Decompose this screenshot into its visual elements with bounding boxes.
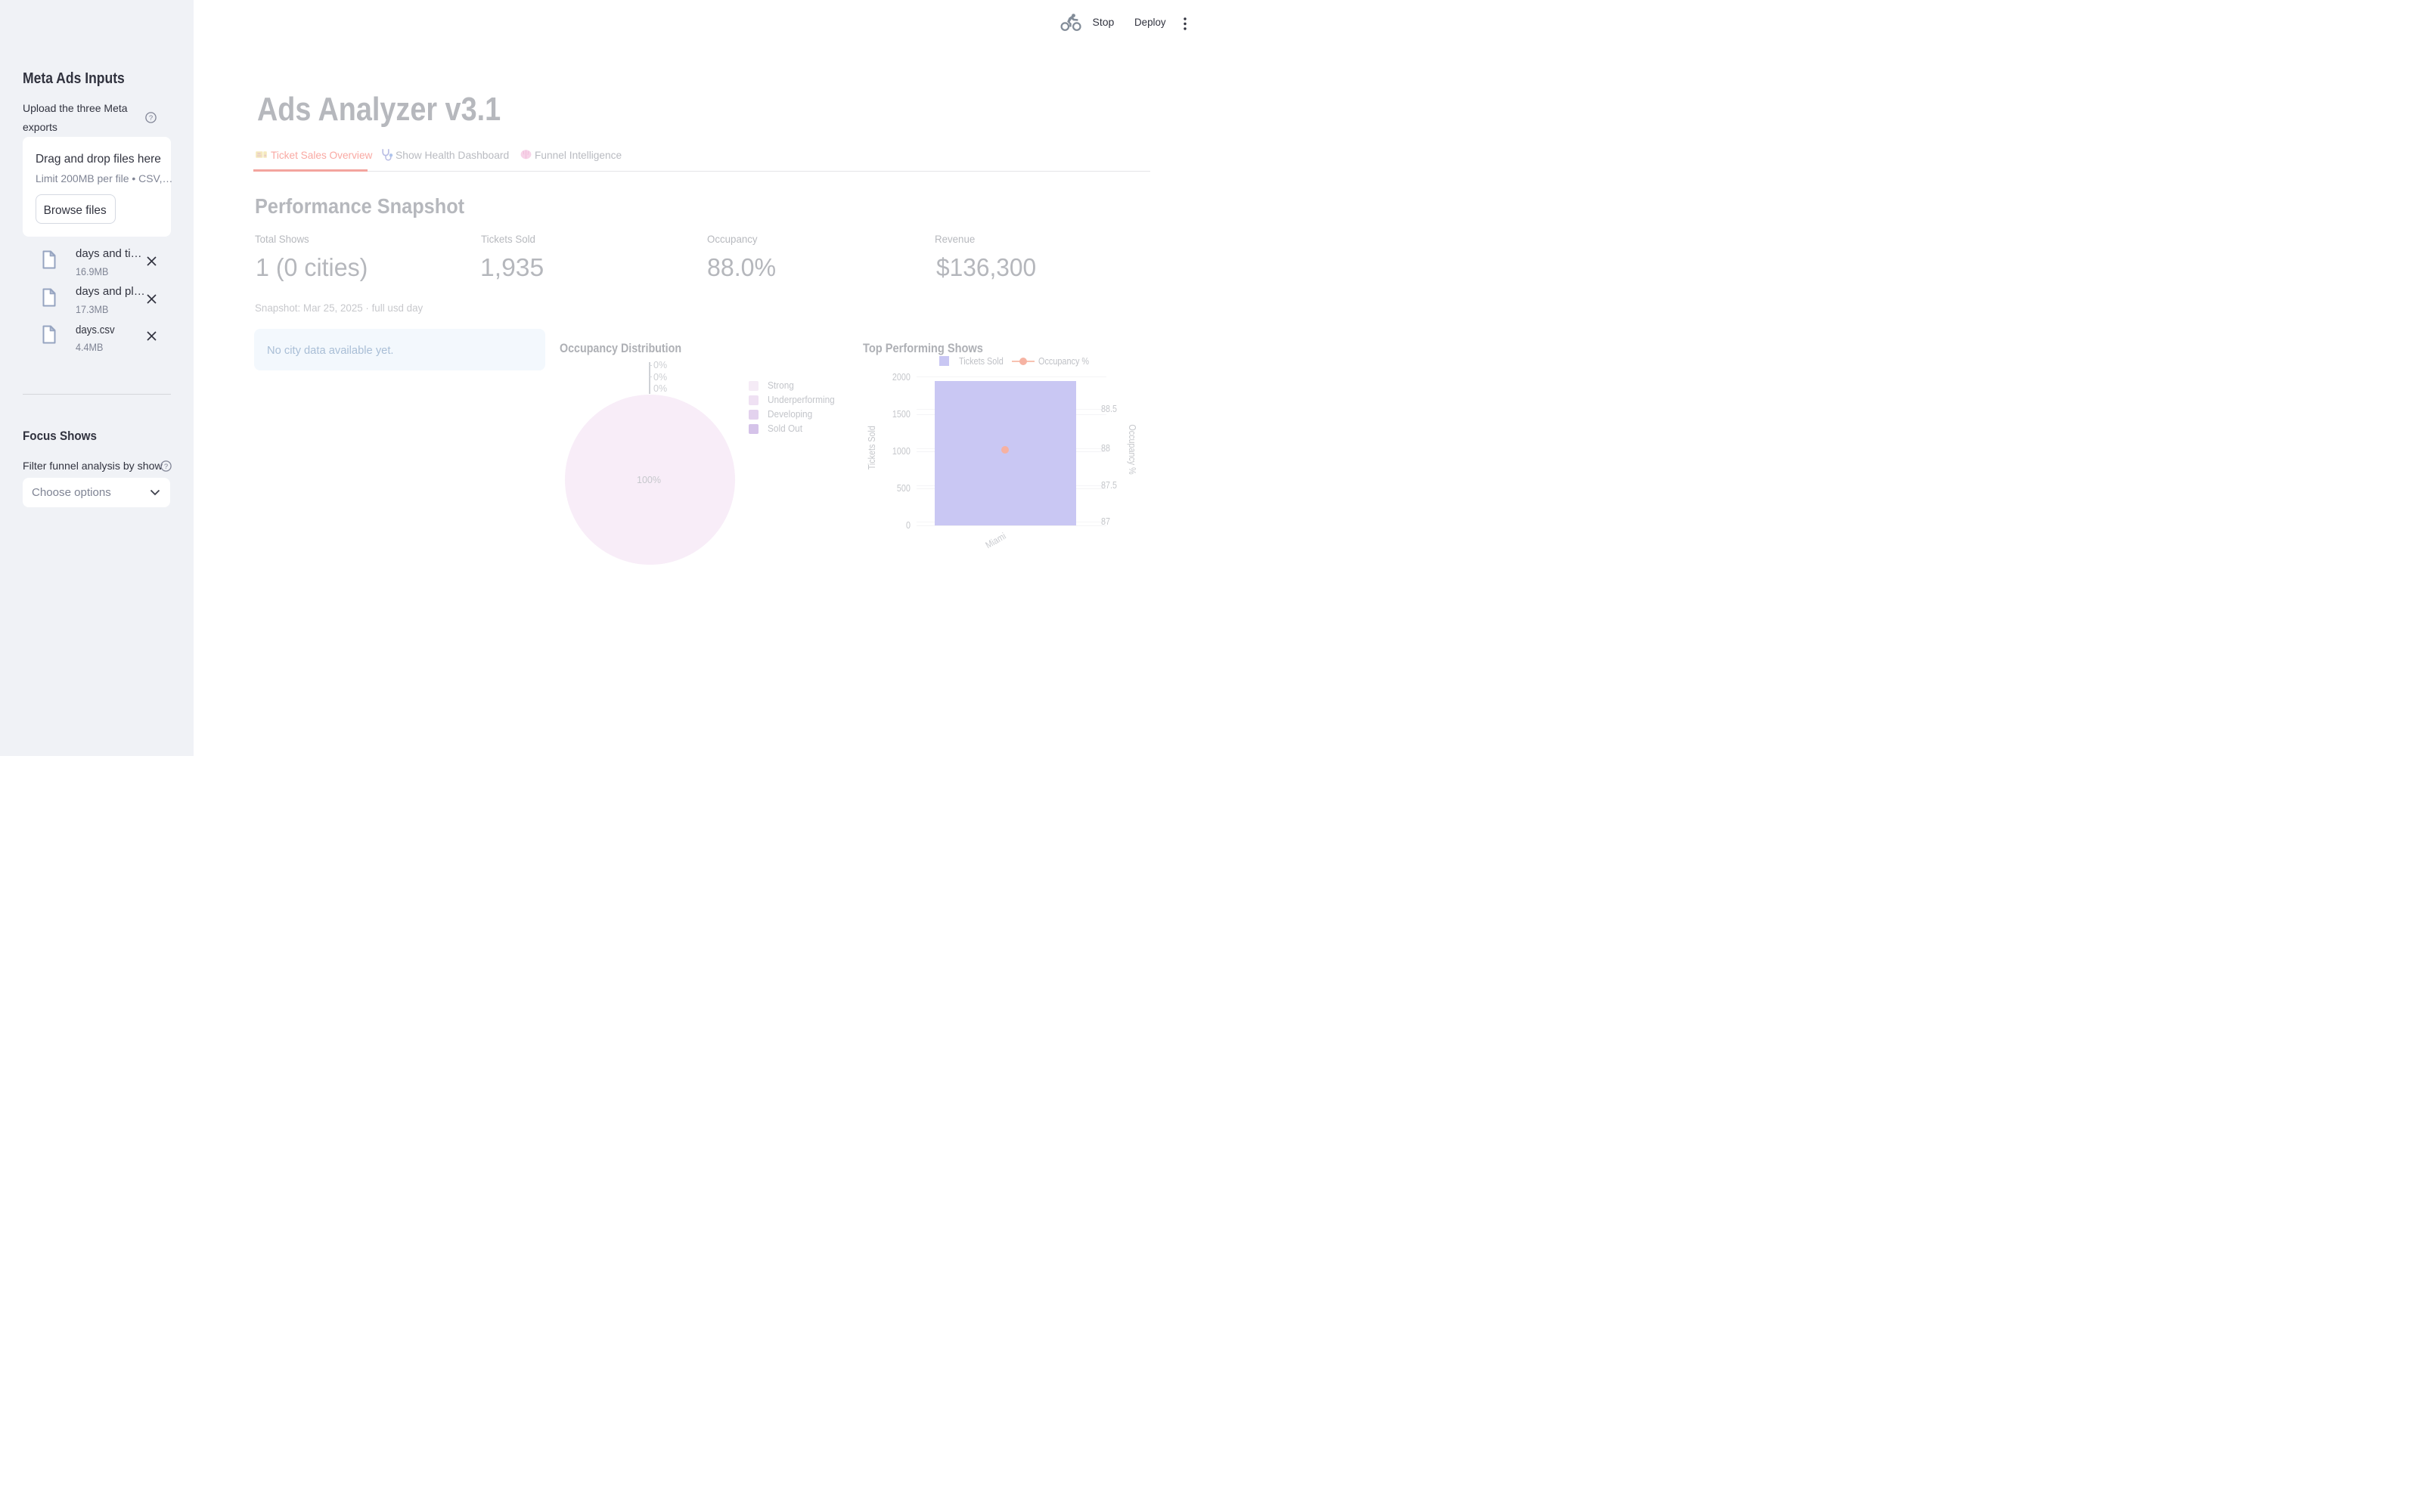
svg-text:?: ? (149, 114, 153, 122)
svg-text:?: ? (163, 463, 167, 471)
